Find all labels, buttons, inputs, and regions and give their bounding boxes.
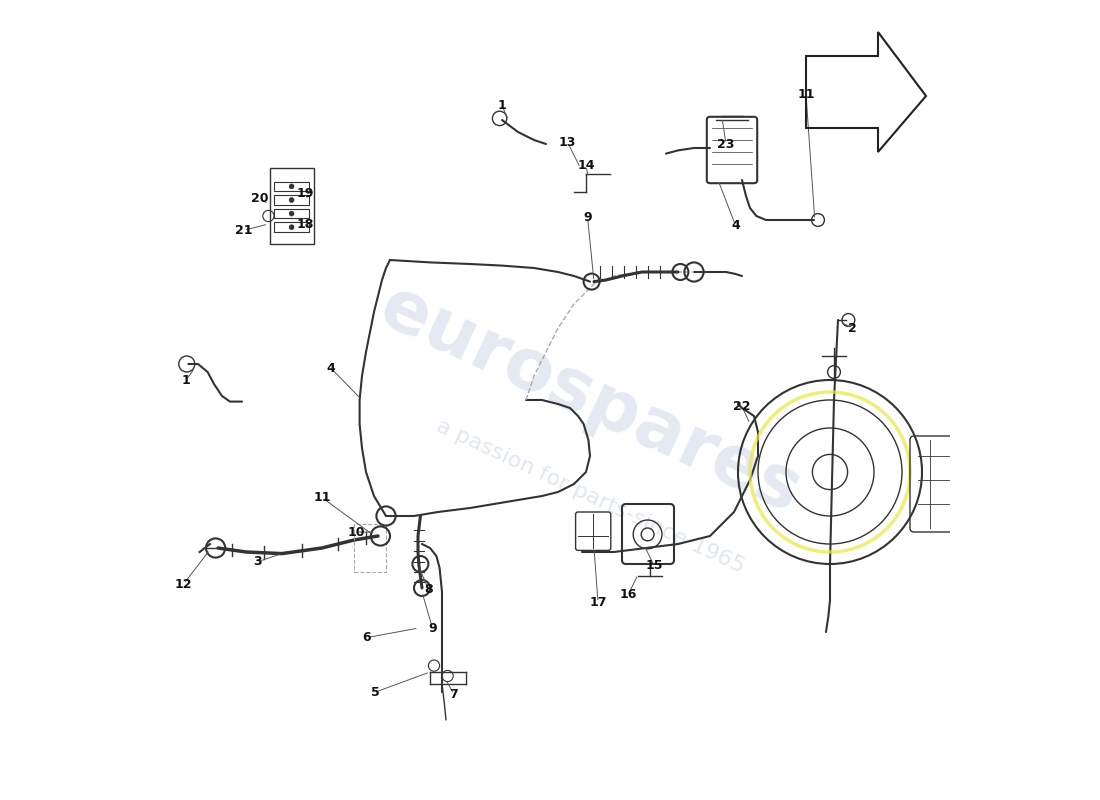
- Text: 21: 21: [235, 224, 252, 237]
- Text: 18: 18: [297, 218, 313, 230]
- Text: 4: 4: [327, 362, 336, 374]
- Text: 17: 17: [590, 596, 607, 609]
- Text: 6: 6: [363, 631, 371, 644]
- Circle shape: [289, 184, 294, 189]
- Bar: [274, 222, 309, 232]
- Text: 1: 1: [182, 374, 190, 386]
- Text: 13: 13: [559, 136, 576, 149]
- Text: 22: 22: [734, 400, 750, 413]
- Text: 1: 1: [497, 99, 506, 112]
- Text: 4: 4: [732, 219, 740, 232]
- Text: 9: 9: [583, 211, 592, 224]
- Text: 10: 10: [348, 526, 365, 538]
- Bar: [274, 195, 309, 205]
- Text: 11: 11: [314, 491, 331, 504]
- Text: 8: 8: [425, 583, 432, 596]
- Bar: [270, 168, 314, 244]
- Bar: [274, 209, 309, 218]
- Text: 12: 12: [175, 578, 192, 590]
- Text: eurospares: eurospares: [368, 272, 812, 528]
- Text: 7: 7: [450, 688, 459, 701]
- Text: 20: 20: [251, 192, 268, 205]
- Circle shape: [289, 198, 294, 202]
- Text: a passion for parts-since 1965: a passion for parts-since 1965: [432, 415, 747, 577]
- Text: 15: 15: [646, 559, 662, 572]
- Text: 14: 14: [578, 159, 595, 172]
- Text: 16: 16: [619, 588, 637, 601]
- Circle shape: [289, 225, 294, 230]
- Circle shape: [289, 211, 294, 216]
- Text: 9: 9: [428, 622, 437, 634]
- Text: 3: 3: [254, 555, 262, 568]
- Text: 2: 2: [848, 322, 857, 334]
- Text: 11: 11: [798, 88, 815, 101]
- Text: 23: 23: [717, 138, 735, 150]
- Text: 19: 19: [297, 187, 313, 200]
- Text: 5: 5: [371, 686, 380, 698]
- Bar: [274, 182, 309, 191]
